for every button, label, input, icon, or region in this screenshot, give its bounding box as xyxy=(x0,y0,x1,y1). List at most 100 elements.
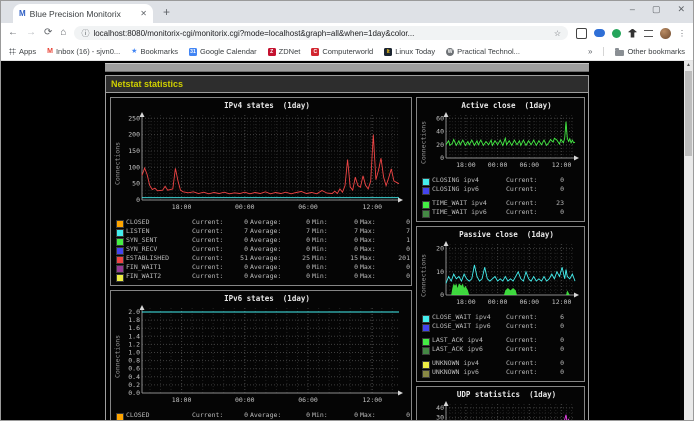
chart-ylabel: Connections xyxy=(113,111,122,216)
extension-icon-1[interactable] xyxy=(576,28,587,39)
scrollbar-up-icon[interactable]: ▲ xyxy=(684,61,693,70)
active-close-panel: Active close (1day) Connections 02040601… xyxy=(416,97,585,222)
extension-icon-3[interactable] xyxy=(612,29,621,38)
svg-text:06:00: 06:00 xyxy=(298,396,318,404)
svg-text:0.0: 0.0 xyxy=(128,389,140,397)
scrollbar-thumb[interactable] xyxy=(685,71,692,156)
browser-toolbar: ← → ⟳ ⌂ ⓘ localhost:8080/monitorix-cgi/m… xyxy=(1,23,693,43)
forward-icon[interactable]: → xyxy=(26,28,36,38)
svg-text:20: 20 xyxy=(436,141,444,149)
url-text: localhost:8080/monitorix-cgi/monitorix.c… xyxy=(93,29,549,38)
svg-text:06:00: 06:00 xyxy=(520,161,540,169)
active-close-legend: CLOSING ipv4Current:0CLOSING ipv6Current… xyxy=(419,174,582,219)
monitorix-content: Netstat statistics IPv4 states (1day) Co… xyxy=(105,63,589,421)
svg-text:0: 0 xyxy=(440,154,444,162)
udp-statistics-chart: 1020304018:0000:0006:0012:00 xyxy=(428,400,582,421)
tab-strip: M Blue Precision Monitorix ✕ + – ▢ ✕ xyxy=(1,1,693,23)
computerworld-icon: C xyxy=(311,48,319,56)
ipv6-states-legend: CLOSEDCurrent:0Average:0Min:0Max:0LISTEN… xyxy=(113,409,409,421)
chart-title: Passive close (1day) xyxy=(419,229,582,240)
passive-close-panel: Passive close (1day) Connections 0102018… xyxy=(416,226,585,382)
star-icon: ★ xyxy=(131,48,137,55)
svg-text:20: 20 xyxy=(436,245,444,253)
bookmark-star-icon[interactable]: ☆ xyxy=(554,29,561,38)
ipv6-states-panel: IPv6 states (1day) Connections 0.00.20.4… xyxy=(110,290,412,421)
svg-text:60: 60 xyxy=(436,114,444,122)
bookmark-practical-technology[interactable]: W Practical Technol... xyxy=(446,47,520,56)
svg-text:1.4: 1.4 xyxy=(128,332,140,340)
page-viewport: Netstat statistics IPv4 states (1day) Co… xyxy=(1,61,693,420)
svg-text:0.6: 0.6 xyxy=(128,365,140,373)
zdnet-icon: Z xyxy=(268,48,276,56)
svg-text:12:00: 12:00 xyxy=(363,203,383,211)
svg-text:1.8: 1.8 xyxy=(128,316,140,324)
chart-ylabel: Connections xyxy=(113,304,122,409)
new-tab-button[interactable]: + xyxy=(163,5,170,19)
section-title: Netstat statistics xyxy=(106,76,588,93)
bookmark-apps[interactable]: Apps xyxy=(9,47,36,56)
passive-close-legend: CLOSE_WAIT ipv4Current:6CLOSE_WAIT ipv6C… xyxy=(419,311,582,379)
svg-text:18:00: 18:00 xyxy=(172,396,192,404)
apps-grid-icon xyxy=(9,48,16,55)
extension-icon-2[interactable] xyxy=(594,29,605,37)
bookmark-computerworld[interactable]: C Computerworld xyxy=(311,47,373,56)
svg-text:250: 250 xyxy=(128,114,140,122)
back-icon[interactable]: ← xyxy=(8,28,18,38)
chrome-menu-icon[interactable]: ⋮ xyxy=(678,29,686,38)
close-icon[interactable]: ✕ xyxy=(677,4,685,15)
page-info-icon[interactable]: ⓘ xyxy=(81,28,89,39)
maximize-icon[interactable]: ▢ xyxy=(652,4,661,15)
svg-text:12:00: 12:00 xyxy=(552,161,572,169)
svg-text:00:00: 00:00 xyxy=(235,396,255,404)
monitorix-favicon-icon: M xyxy=(19,10,26,18)
bookmarks-bar: Apps M Inbox (16) - sjvn0... ★ Bookmarks… xyxy=(1,43,693,61)
window-controls: – ▢ ✕ xyxy=(630,4,685,15)
svg-text:50: 50 xyxy=(132,180,140,188)
svg-text:10: 10 xyxy=(436,268,444,276)
minimize-icon[interactable]: – xyxy=(630,4,635,15)
svg-text:0.4: 0.4 xyxy=(128,373,140,381)
bookmarks-overflow-icon[interactable]: » xyxy=(588,47,592,56)
svg-text:1.0: 1.0 xyxy=(128,349,140,357)
svg-text:100: 100 xyxy=(128,163,140,171)
bookmark-bookmarks[interactable]: ★ Bookmarks xyxy=(131,47,178,56)
svg-text:00:00: 00:00 xyxy=(488,298,508,306)
extension-icon-4[interactable] xyxy=(628,29,637,38)
address-bar[interactable]: ⓘ localhost:8080/monitorix-cgi/monitorix… xyxy=(74,26,568,40)
svg-text:40: 40 xyxy=(436,128,444,136)
svg-text:1.2: 1.2 xyxy=(128,340,140,348)
folder-icon xyxy=(615,50,624,56)
netstat-section: Netstat statistics IPv4 states (1day) Co… xyxy=(105,75,589,421)
svg-text:200: 200 xyxy=(128,131,140,139)
svg-text:150: 150 xyxy=(128,147,140,155)
passive-close-chart: 0102018:0000:0006:0012:00 xyxy=(428,240,582,311)
svg-text:0: 0 xyxy=(136,196,140,204)
bookmark-linux-today[interactable]: lt Linux Today xyxy=(384,47,435,56)
svg-text:00:00: 00:00 xyxy=(235,203,255,211)
chart-ylabel: Listen xyxy=(419,400,428,421)
svg-text:18:00: 18:00 xyxy=(456,298,476,306)
chart-title: IPv6 states (1day) xyxy=(113,293,409,304)
tab-title: Blue Precision Monitorix xyxy=(30,9,137,19)
svg-text:1.6: 1.6 xyxy=(128,324,140,332)
page-scrollbar[interactable]: ▲ xyxy=(684,61,693,420)
svg-text:18:00: 18:00 xyxy=(172,203,192,211)
bookmark-zdnet[interactable]: Z ZDNet xyxy=(268,47,301,56)
svg-text:12:00: 12:00 xyxy=(363,396,383,404)
bookmark-inbox[interactable]: M Inbox (16) - sjvn0... xyxy=(47,47,120,56)
extension-icon-5[interactable] xyxy=(644,30,653,37)
svg-text:06:00: 06:00 xyxy=(520,298,540,306)
svg-text:00:00: 00:00 xyxy=(488,161,508,169)
linux-today-icon: lt xyxy=(384,48,392,56)
reload-icon[interactable]: ⟳ xyxy=(44,28,52,38)
browser-window: M Blue Precision Monitorix ✕ + – ▢ ✕ ← →… xyxy=(0,0,694,421)
svg-text:06:00: 06:00 xyxy=(298,203,318,211)
previous-section-edge xyxy=(105,63,589,72)
browser-tab[interactable]: M Blue Precision Monitorix ✕ xyxy=(13,4,153,23)
other-bookmarks[interactable]: Other bookmarks xyxy=(615,47,685,56)
bookmark-google-calendar[interactable]: 31 Google Calendar xyxy=(189,47,257,56)
profile-avatar[interactable] xyxy=(660,28,671,39)
wordpress-icon: W xyxy=(446,48,454,56)
home-icon[interactable]: ⌂ xyxy=(60,28,66,38)
tab-close-icon[interactable]: ✕ xyxy=(140,9,147,18)
